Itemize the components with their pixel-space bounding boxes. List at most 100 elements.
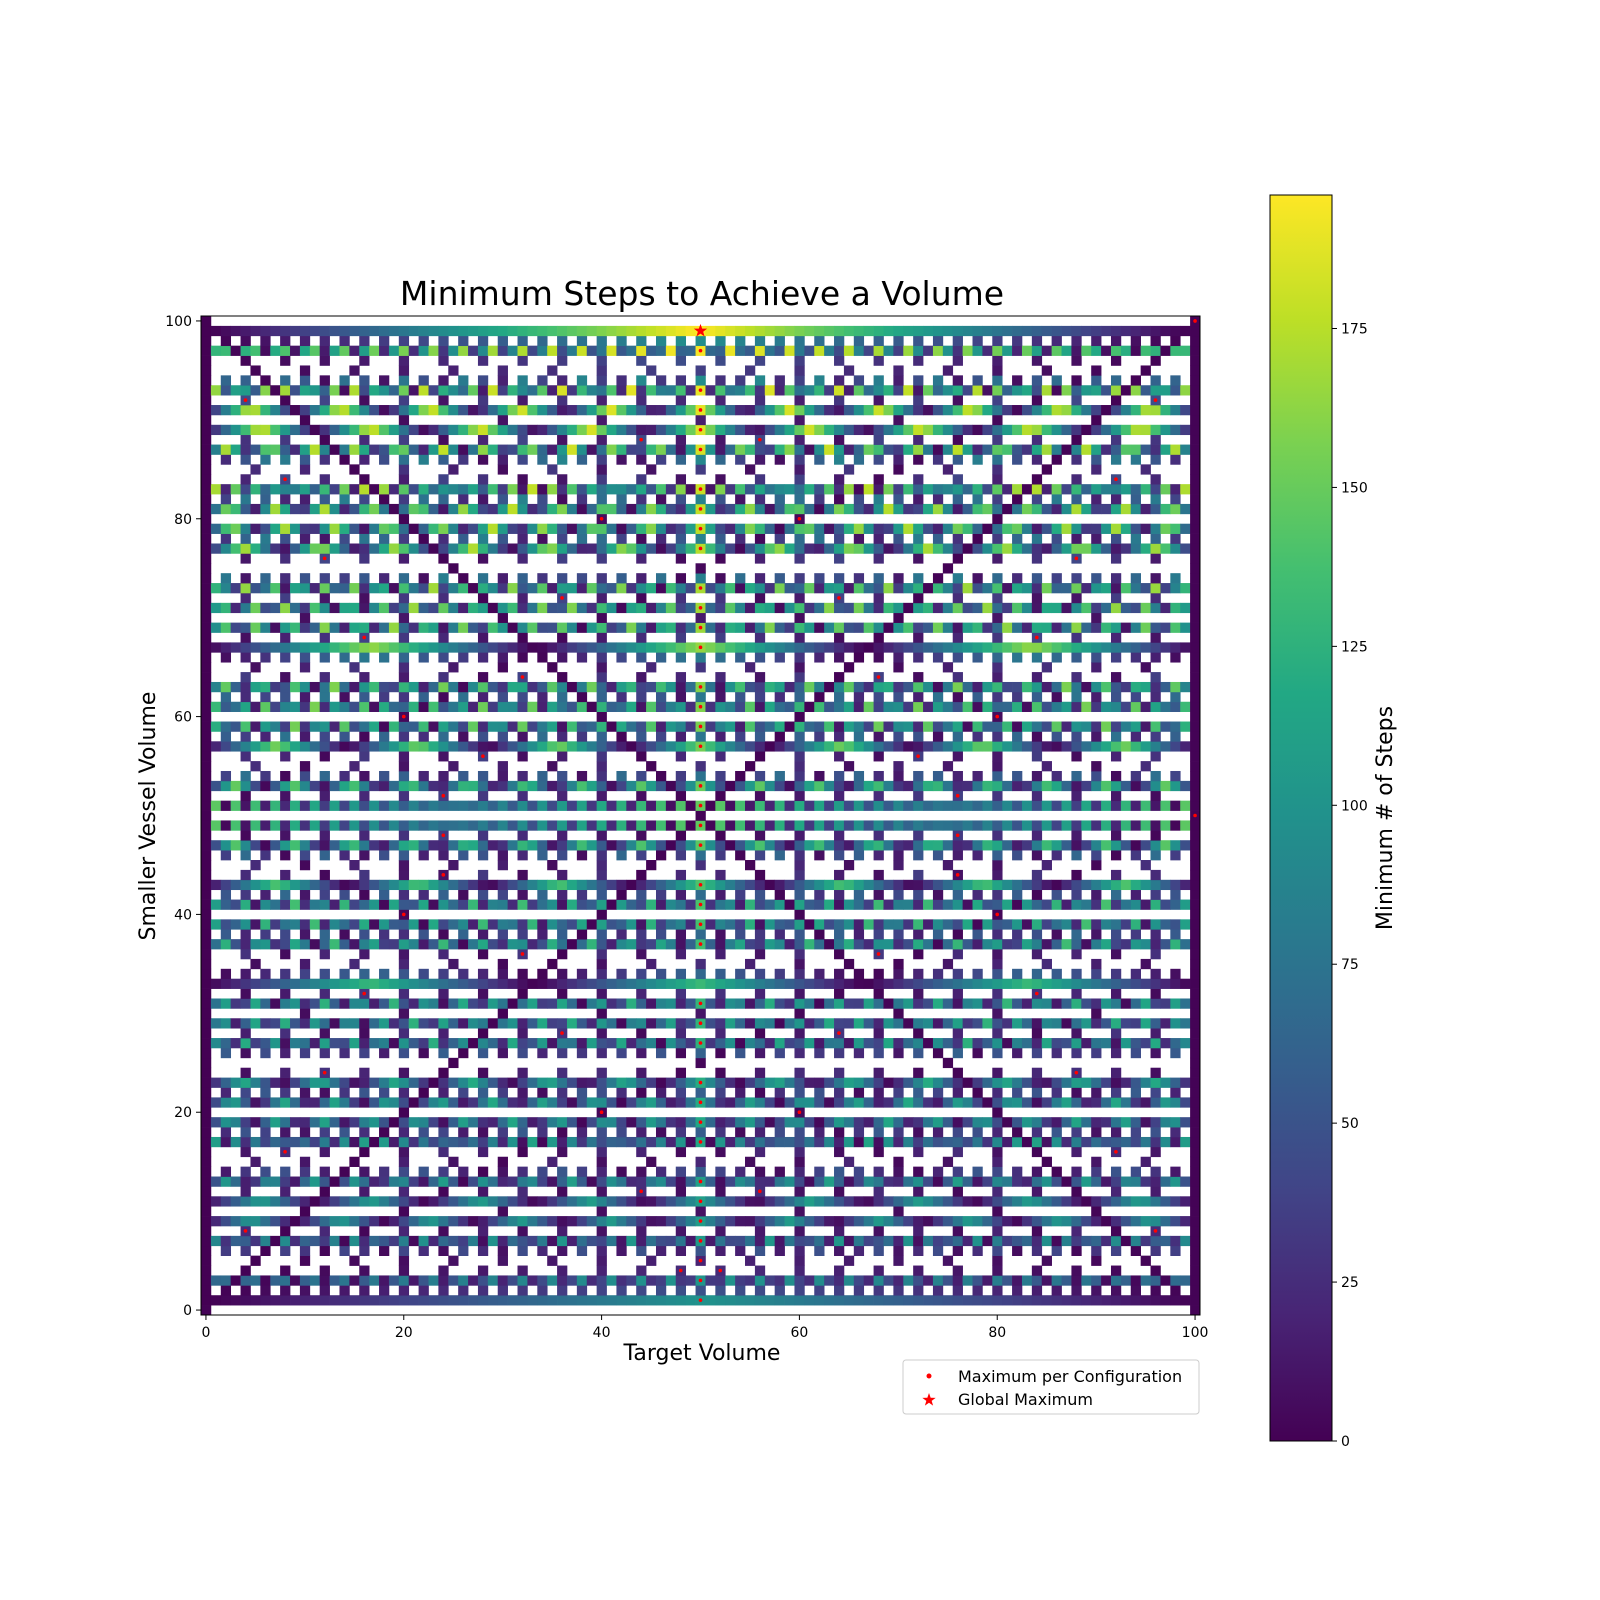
heatmap-cell [557, 830, 568, 841]
heatmap-cell [1002, 583, 1013, 594]
heatmap-cell [566, 622, 578, 633]
heatmap-cell [1180, 978, 1191, 989]
heatmap-cell [359, 543, 370, 554]
heatmap-cell [1091, 602, 1102, 614]
heatmap-cell [290, 780, 301, 792]
heatmap-cell [1071, 1265, 1082, 1276]
heatmap-cell [883, 484, 894, 495]
heatmap-cell [240, 1186, 251, 1197]
heatmap-cell [962, 701, 973, 712]
heatmap-cell [458, 1235, 469, 1247]
heatmap-cell [814, 770, 825, 782]
heatmap-cell [1031, 820, 1043, 831]
heatmap-cell [1041, 1176, 1052, 1187]
heatmap-cell [942, 1117, 954, 1128]
heatmap-cell [913, 1176, 924, 1187]
heatmap-cell [339, 1136, 350, 1148]
heatmap-cell [487, 1097, 499, 1108]
heatmap-cell [1130, 1245, 1141, 1256]
heatmap-cell [1012, 1166, 1023, 1177]
heatmap-cell [735, 691, 746, 703]
heatmap-cell [517, 978, 528, 989]
heatmap-cell [379, 1087, 390, 1098]
heatmap-cell [932, 1275, 944, 1286]
heatmap-cell [329, 642, 340, 653]
heatmap-cell [497, 1245, 508, 1256]
heatmap-cell [725, 1077, 736, 1088]
heatmap-cell [388, 1117, 400, 1128]
heatmap-cell [834, 474, 845, 485]
heatmap-cell [646, 840, 657, 851]
heatmap-cell [636, 949, 647, 960]
heatmap-cell [754, 998, 766, 1009]
heatmap-cell [655, 1087, 667, 1098]
heatmap-cell [557, 1136, 568, 1148]
heatmap-cell [596, 909, 607, 920]
heatmap-cell [665, 1235, 677, 1247]
heatmap-cell [952, 1235, 963, 1247]
heatmap-cell [309, 998, 321, 1009]
heatmap-cell [428, 602, 439, 614]
heatmap-cell [1140, 662, 1151, 673]
heatmap-cell [784, 1216, 795, 1227]
heatmap-cell [260, 889, 271, 900]
heatmap-cell [982, 1196, 993, 1207]
heatmap-cell [1021, 998, 1033, 1009]
heatmap-cell [596, 484, 607, 495]
heatmap-cell [636, 939, 647, 950]
heatmap-cell [952, 1097, 963, 1108]
heatmap-cell [1120, 1176, 1132, 1187]
heatmap-cell [458, 820, 469, 831]
heatmap-cell [794, 632, 805, 643]
heatmap-cell [557, 553, 568, 564]
heatmap-cell [745, 978, 756, 989]
heatmap-cell [1031, 1146, 1043, 1158]
heatmap-cell [675, 1245, 687, 1256]
heatmap-cell [1061, 800, 1072, 811]
heatmap-cell [1130, 652, 1141, 663]
heatmap-cell [260, 1117, 271, 1128]
heatmap-cell [557, 672, 568, 683]
heatmap-cell [359, 622, 370, 633]
heatmap-cell [725, 622, 736, 633]
heatmap-cell [646, 662, 657, 673]
heatmap-cell [220, 1176, 232, 1187]
heatmap-cell [814, 820, 825, 831]
heatmap-cell [1170, 543, 1181, 554]
heatmap-cell [903, 484, 914, 495]
heatmap-cell [497, 840, 508, 851]
heatmap-cell [299, 800, 311, 811]
heatmap-cell [913, 1186, 924, 1197]
heatmap-cell [1051, 1047, 1062, 1059]
heatmap-cell [477, 701, 489, 712]
heatmap-cell [863, 1077, 874, 1088]
heatmap-cell [319, 1136, 330, 1148]
heatmap-cell [1012, 879, 1023, 891]
heatmap-cell [309, 1038, 321, 1049]
heatmap-cell [962, 840, 973, 851]
heatmap-cell [705, 1196, 716, 1207]
heatmap-cell [932, 919, 944, 930]
heatmap-cell [754, 919, 766, 930]
heatmap-cell [319, 1018, 330, 1029]
heatmap-cell [616, 850, 627, 861]
heatmap-cell [675, 652, 687, 663]
heatmap-cell [270, 780, 281, 792]
heatmap-cell [1170, 741, 1181, 752]
heatmap-cell [1110, 919, 1122, 930]
heatmap-cell [1002, 1097, 1013, 1108]
heatmap-cell [843, 602, 855, 614]
heatmap-cell [843, 998, 855, 1009]
heatmap-cell [477, 1295, 489, 1306]
heatmap-cell [1110, 484, 1122, 495]
heatmap-cell [1101, 1077, 1112, 1088]
heatmap-cell [309, 820, 321, 831]
heatmap-cell [655, 622, 667, 633]
heatmap-cell [646, 1136, 657, 1148]
heatmap-cell [319, 988, 330, 999]
heatmap-cell [1051, 494, 1062, 505]
heatmap-cell [1190, 474, 1200, 485]
heatmap-cell [636, 770, 647, 782]
heatmap-cell [685, 741, 696, 752]
heatmap-cell [715, 523, 726, 534]
